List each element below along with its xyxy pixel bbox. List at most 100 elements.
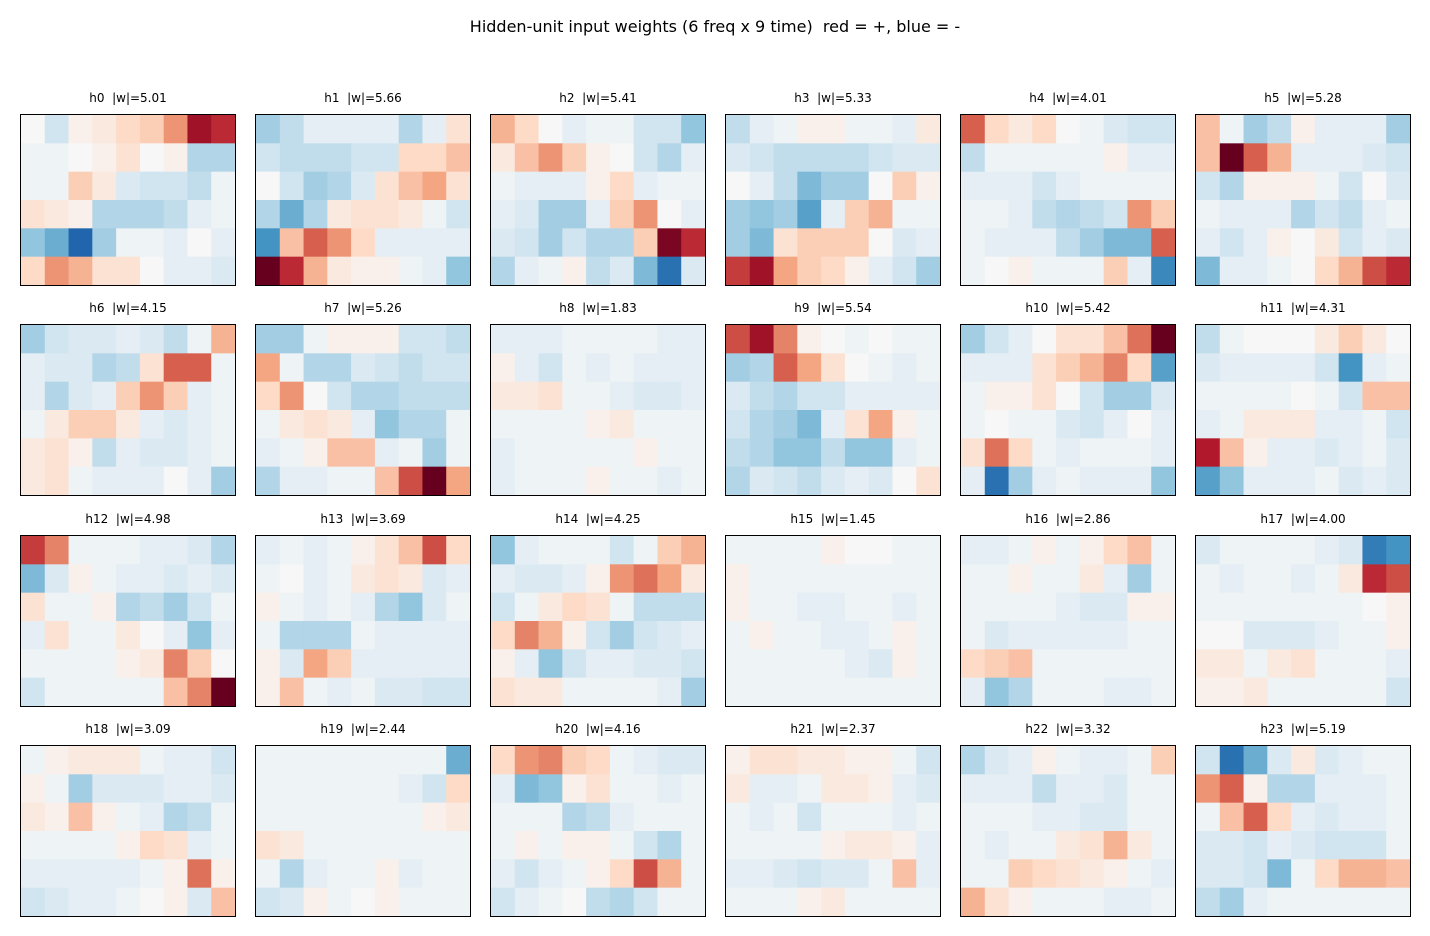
heatmap-cell (116, 410, 141, 439)
heatmap-cell (256, 859, 281, 889)
heatmap-cell (139, 115, 165, 144)
heatmap-cell (797, 381, 822, 411)
heatmap-cell (586, 438, 611, 468)
heatmap-cell (538, 438, 563, 468)
heatmap-cell (916, 536, 940, 565)
heatmap-cell (1032, 774, 1057, 804)
heatmap-cell (163, 325, 189, 354)
heatmap-cell (538, 887, 563, 916)
heatmap-cell (256, 564, 281, 594)
heatmap-panel-h15: h15 |w|=1.45 (725, 511, 941, 707)
heatmap-cell (491, 677, 516, 706)
heatmap-cell (726, 887, 751, 916)
heatmap-cell (633, 143, 659, 173)
heatmap-cell (726, 381, 751, 411)
heatmap-cell (562, 410, 587, 439)
heatmap-cell (68, 592, 93, 622)
heatmap-cell (892, 859, 917, 889)
heatmap-cell (1103, 200, 1129, 229)
heatmap-cell (1362, 115, 1387, 144)
heatmap-cell (1386, 621, 1410, 650)
heatmap-cell (491, 592, 516, 622)
heatmap-cell (1196, 774, 1221, 804)
heatmap-cell (916, 677, 940, 706)
heatmap-cell (374, 746, 400, 775)
heatmap-cell (633, 200, 659, 229)
heatmap-cell (1079, 564, 1105, 594)
heatmap-cell (1151, 564, 1175, 594)
heatmap-cell (68, 677, 93, 706)
heatmap-cell (491, 536, 516, 565)
heatmap-cell (1056, 466, 1081, 495)
heatmap-cell (1008, 564, 1033, 594)
heatmap-cell (1291, 887, 1316, 916)
heatmap-cell (1338, 802, 1364, 832)
heatmap-cell (44, 325, 70, 354)
heatmap-cell (44, 564, 70, 594)
heatmap-cell (1338, 115, 1364, 144)
heatmap-cell (749, 859, 775, 889)
heatmap-cell (92, 143, 117, 173)
heatmap-cell (868, 564, 894, 594)
heatmap-cell (211, 859, 235, 889)
heatmap-cell (1219, 536, 1245, 565)
heatmap-cell (1151, 353, 1175, 383)
heatmap-cell (44, 746, 70, 775)
heatmap-cell (1243, 256, 1268, 285)
heatmap-cell (279, 228, 305, 258)
heatmap-cell (116, 325, 141, 354)
heatmap-cell (211, 831, 235, 860)
heatmap-cell (92, 802, 117, 832)
heatmap-cell (1362, 677, 1387, 706)
heatmap-cell (92, 200, 117, 229)
heatmap-cell (797, 564, 822, 594)
heatmap-cell (491, 802, 516, 832)
heatmap-cell (749, 438, 775, 468)
heatmap-cell (491, 171, 516, 201)
heatmap-cell (892, 649, 917, 679)
heatmap-cell (892, 887, 917, 916)
heatmap-cell (821, 143, 846, 173)
heatmap-cell (422, 677, 447, 706)
heatmap-cell (1362, 410, 1387, 439)
heatmap-cell (44, 677, 70, 706)
heatmap-cell (514, 410, 540, 439)
heatmap-cell (1056, 256, 1081, 285)
heatmap-cell (681, 438, 705, 468)
heatmap-cell (797, 143, 822, 173)
heatmap-cells (21, 115, 235, 285)
heatmap-cell (211, 256, 235, 285)
heatmap-cell (351, 536, 376, 565)
heatmap-cell (491, 438, 516, 468)
heatmap-cell (398, 353, 424, 383)
heatmap-cell (1127, 353, 1152, 383)
heatmap-cells (256, 115, 470, 285)
heatmap-cell (1219, 410, 1245, 439)
heatmap-cell (562, 228, 587, 258)
heatmap-cell (1196, 171, 1221, 201)
heatmap-cell (514, 802, 540, 832)
heatmap-cell (1103, 171, 1129, 201)
heatmap-cell (44, 200, 70, 229)
heatmap-cell (633, 536, 659, 565)
heatmap-cell (657, 256, 682, 285)
heatmap-cell (609, 256, 635, 285)
heatmap-cell (21, 325, 46, 354)
heatmap-cell (1386, 536, 1410, 565)
heatmap-cell (916, 831, 940, 860)
heatmap-cell (1314, 438, 1340, 468)
heatmap-cell (797, 831, 822, 860)
heatmap-cell (633, 256, 659, 285)
heatmap-cell (44, 649, 70, 679)
heatmap-cell (1008, 859, 1033, 889)
heatmap-cell (256, 774, 281, 804)
heatmap-cell (681, 621, 705, 650)
heatmap-cell (961, 564, 986, 594)
heatmap-cell (562, 466, 587, 495)
heatmap-cell (1291, 143, 1316, 173)
heatmap-cell (491, 831, 516, 860)
heatmap-cell (44, 466, 70, 495)
heatmap-cell (1151, 256, 1175, 285)
heatmap-cell (1032, 143, 1057, 173)
heatmap-cell (139, 171, 165, 201)
